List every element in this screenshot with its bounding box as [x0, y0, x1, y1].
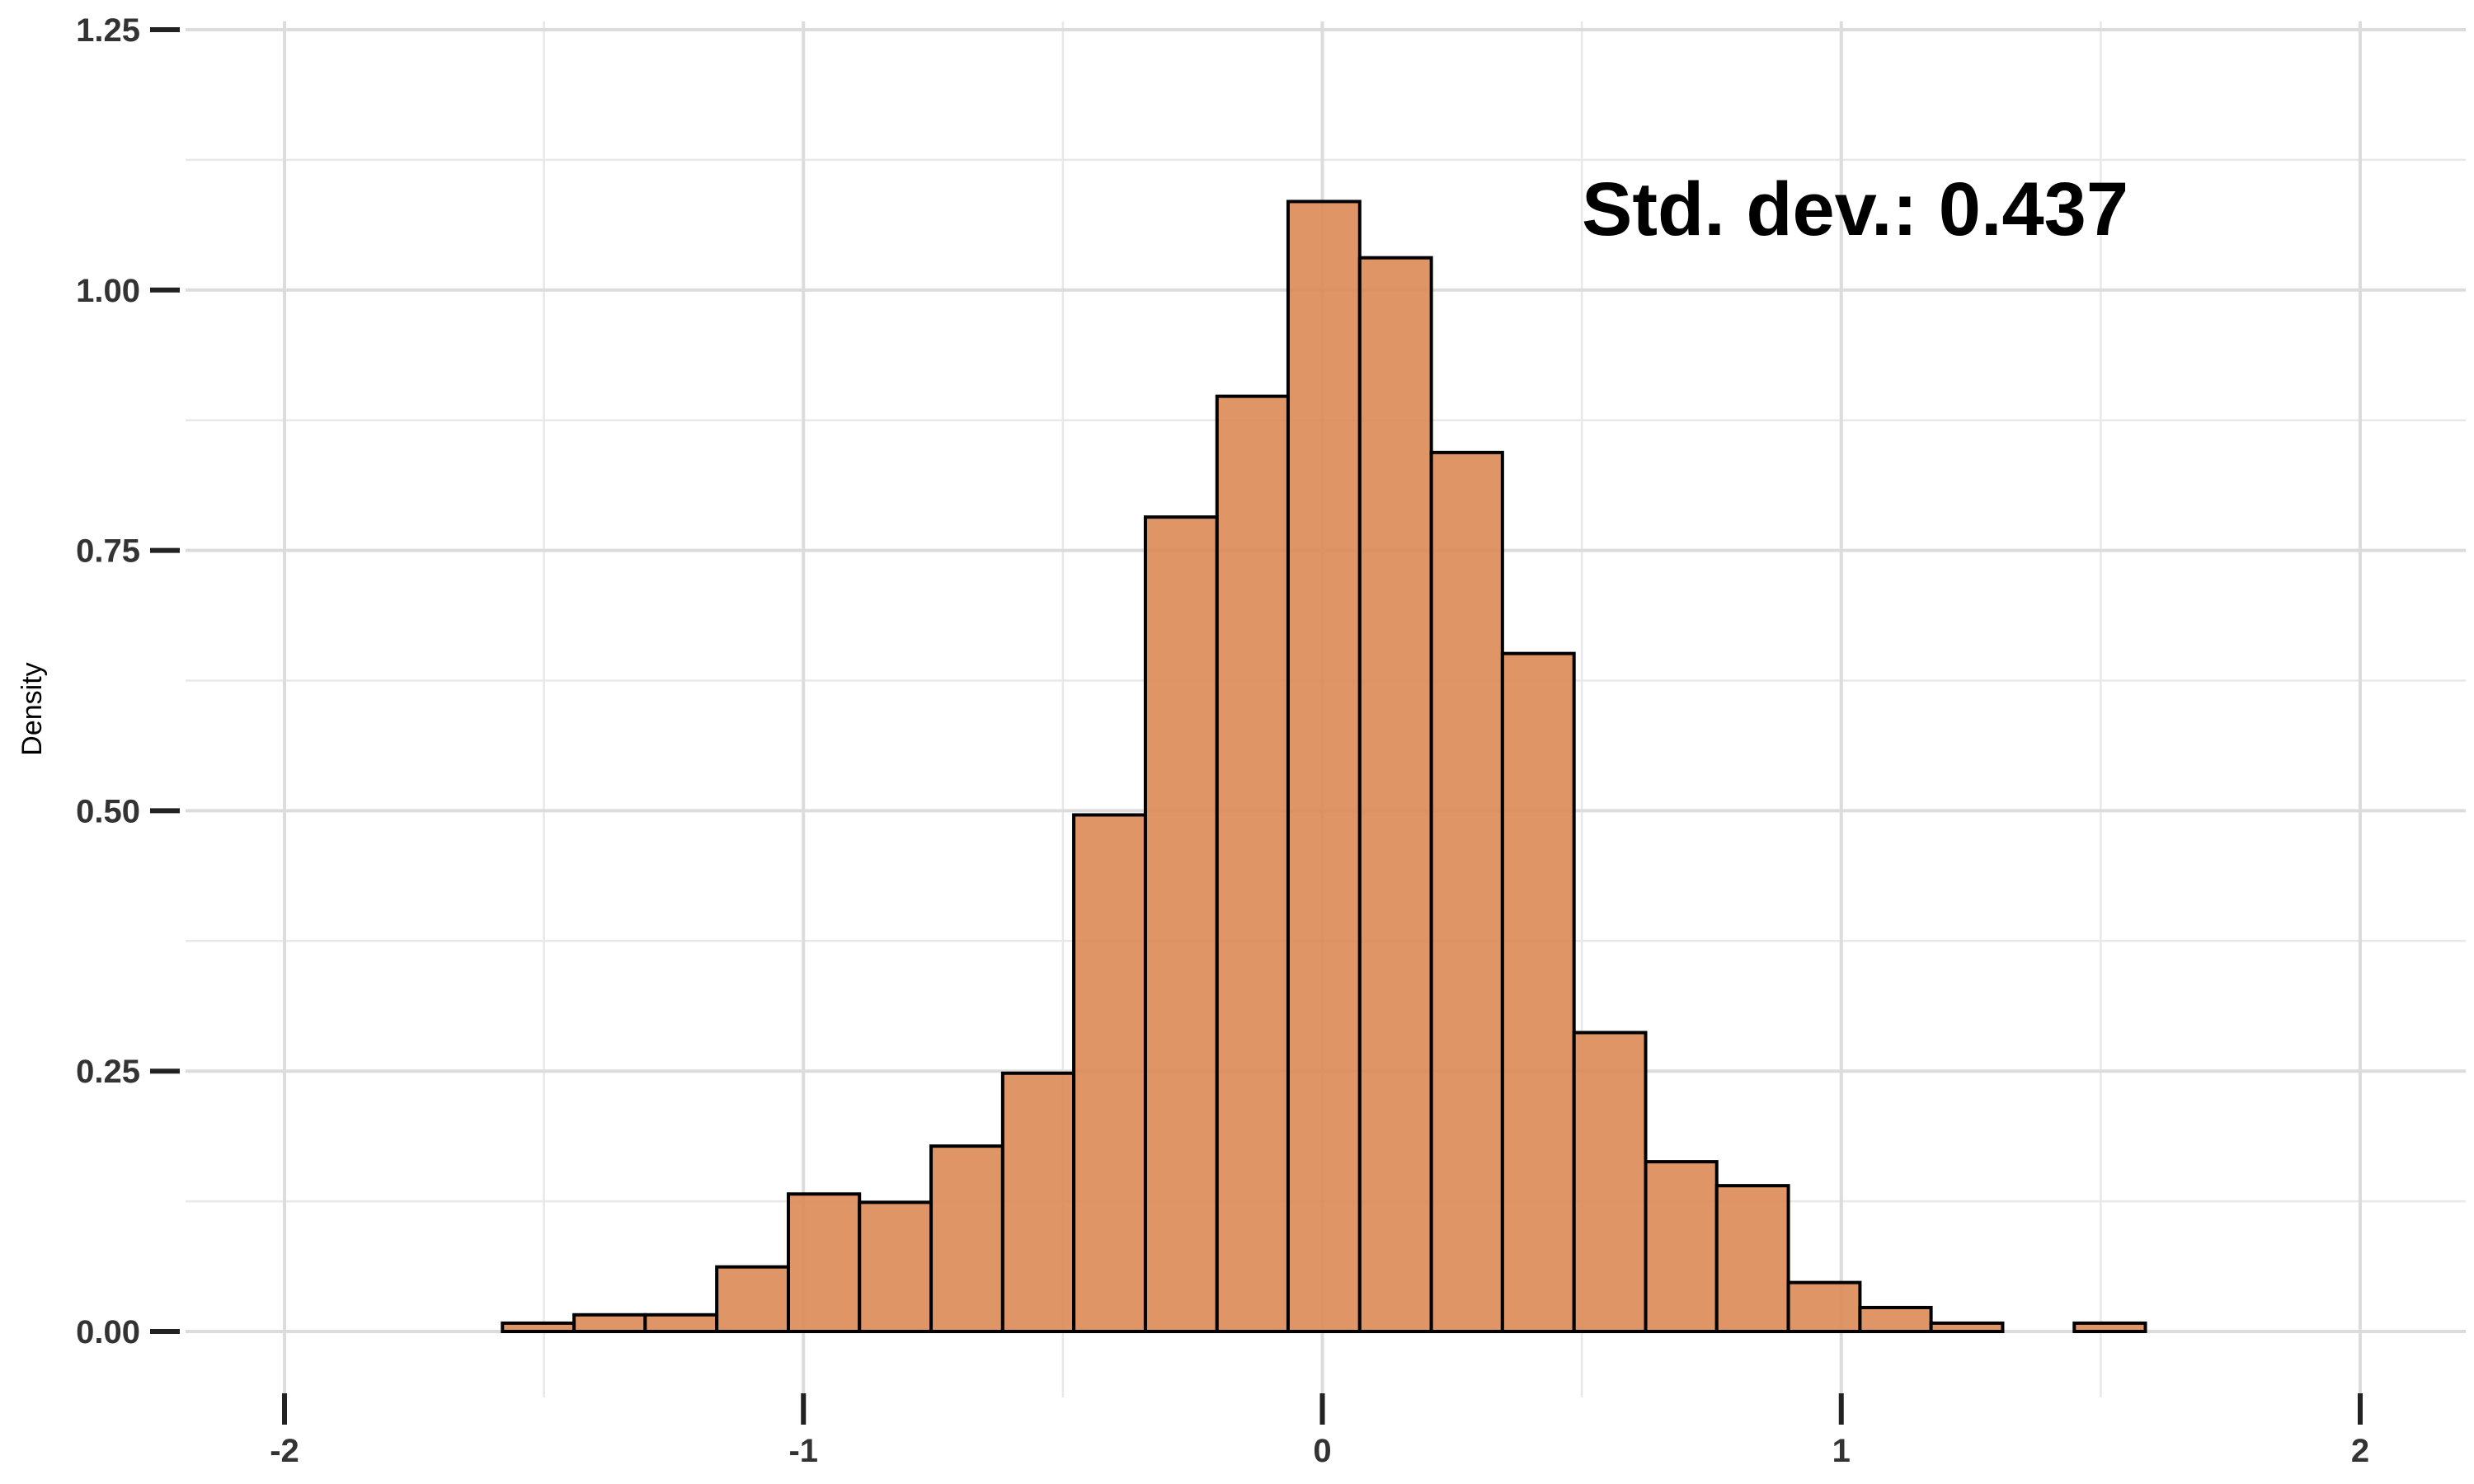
histogram-bar-19 — [1644, 1160, 1719, 1333]
histogram-bar-7 — [787, 1192, 862, 1333]
y-tick-label: 1.25 — [76, 12, 140, 49]
histogram-bar-21 — [1786, 1280, 1862, 1334]
histogram-bar-10 — [1000, 1071, 1076, 1334]
histogram-bar-12 — [1143, 515, 1219, 1333]
x-tick-label: 2 — [2351, 1433, 2369, 1469]
histogram-bar-25 — [2072, 1321, 2147, 1334]
histogram-bar-5 — [643, 1313, 719, 1334]
x-tick-label: -2 — [270, 1433, 299, 1469]
histogram-bar-4 — [572, 1313, 647, 1334]
histogram-bar-16 — [1429, 450, 1504, 1333]
histogram-bar-6 — [715, 1265, 791, 1334]
y-tick-label: 0.00 — [76, 1314, 140, 1350]
y-tick-label: 0.25 — [76, 1054, 140, 1090]
y-tick-label: 1.00 — [76, 273, 140, 309]
x-tick-label: 1 — [1832, 1433, 1851, 1469]
histogram-bar-11 — [1072, 813, 1147, 1333]
y-axis-title: Density — [16, 662, 48, 755]
std-dev-annotation: Std. dev.: 0.437 — [1582, 167, 2128, 251]
y-tick-label: 0.75 — [76, 533, 140, 570]
histogram-bar-3 — [501, 1321, 576, 1334]
x-tick-label: -1 — [788, 1433, 818, 1469]
histogram-bar-18 — [1572, 1031, 1648, 1333]
x-tick-label: 0 — [1313, 1433, 1331, 1469]
histogram-bars — [501, 200, 2147, 1334]
histogram-bar-20 — [1714, 1184, 1790, 1333]
histogram-bar-8 — [858, 1200, 934, 1333]
histogram-bar-23 — [1929, 1321, 2005, 1334]
histogram-bar-17 — [1500, 651, 1576, 1333]
histogram-bar-14 — [1286, 200, 1362, 1334]
histogram-bar-9 — [929, 1144, 1004, 1333]
histogram-bar-22 — [1858, 1305, 1933, 1334]
axes: 0.00 0.25 0.50 0.75 1.00 1.25 -2 -1 0 1 2 — [76, 12, 2369, 1469]
histogram-bar-15 — [1357, 256, 1433, 1334]
y-tick-label: 0.50 — [76, 793, 140, 829]
histogram-bar-13 — [1215, 394, 1290, 1334]
